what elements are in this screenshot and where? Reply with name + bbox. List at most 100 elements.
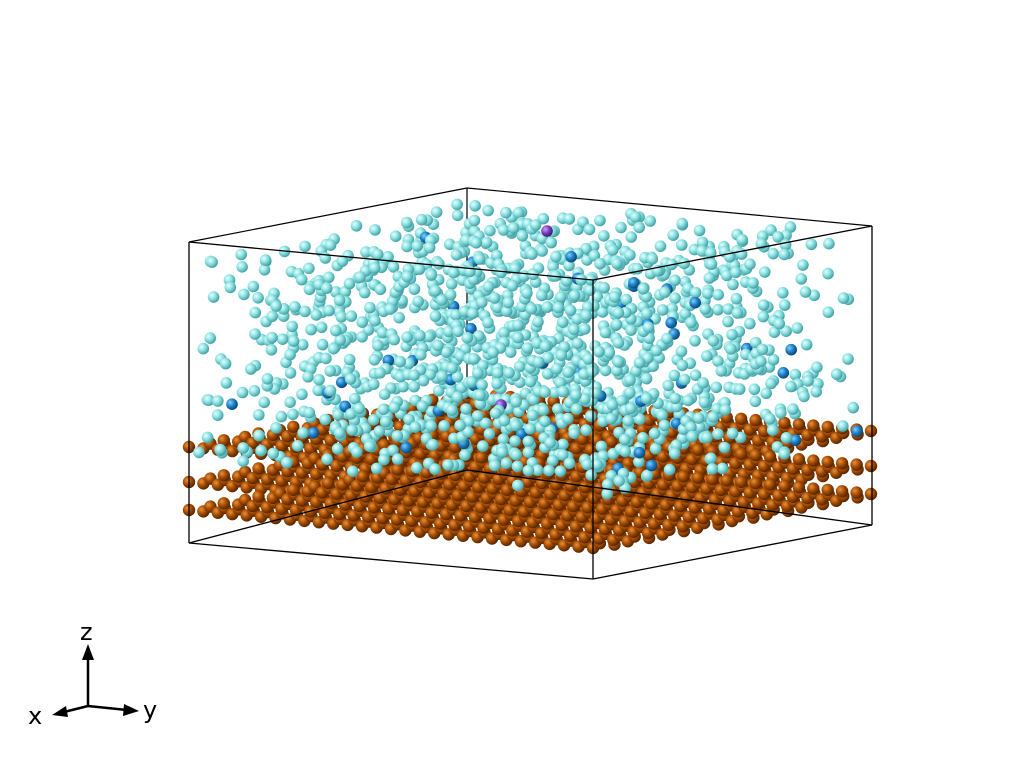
liquid-atom [509,435,521,447]
liquid-atom [584,284,596,297]
liquid-atom [698,396,711,409]
liquid-atom [438,420,450,432]
liquid-atom [513,360,526,373]
liquid-atom [537,404,550,416]
liquid-atom [522,435,535,448]
substrate-atom [321,476,335,490]
liquid-atom [733,383,746,395]
liquid-atom [612,307,625,319]
liquid-atom [768,326,781,339]
liquid-atom [324,239,337,251]
liquid-atom [789,368,802,381]
liquid-atom [585,469,597,481]
liquid-atom [842,353,854,365]
liquid-atom [409,421,422,434]
liquid-atom [702,287,714,300]
liquid-atom [487,346,499,359]
liquid-atom [678,257,690,270]
liquid-atom [778,447,791,460]
liquid-atom [778,248,791,261]
liquid-atom [320,352,332,365]
substrate-atom [778,479,791,493]
liquid-atom [299,240,311,253]
substrate-atom [287,483,300,496]
substrate-atom [850,486,863,499]
liquid-atom [206,256,218,268]
liquid-atom [476,379,488,391]
liquid-atom [541,301,554,313]
liquid-atom [591,458,603,471]
liquid-atom [324,384,337,397]
liquid-atom [526,248,538,260]
liquid-atom [644,215,656,227]
liquid-atom [472,367,484,379]
liquid-atom [451,391,464,403]
liquid-atom [522,446,535,459]
liquid-atom [686,430,698,443]
liquid-atom [237,442,249,454]
liquid-atom [372,339,384,352]
liquid-atom [219,357,232,370]
liquid-atom [557,385,569,398]
liquid-atom [787,403,799,415]
liquid-atom [354,271,366,283]
liquid-atom [707,411,719,423]
liquid-atom [500,457,513,470]
solute-atom [633,446,646,459]
liquid-atom [650,344,663,357]
liquid-atom [450,249,463,261]
liquid-atom [800,338,813,351]
liquid-atom [512,479,524,492]
liquid-atom [303,262,315,275]
liquid-atom-cloud [193,198,863,500]
liquid-atom [491,367,504,379]
liquid-atom [500,305,513,317]
liquid-atom [760,387,772,400]
liquid-atom [470,237,483,249]
liquid-atom [436,370,449,382]
liquid-atom [557,449,569,461]
liquid-atom [707,335,720,347]
liquid-atom [335,311,348,323]
liquid-atom [563,213,576,225]
liquid-atom [701,350,713,362]
liquid-atom [343,277,356,290]
liquid-atom [521,342,534,354]
liquid-atom [416,400,429,413]
liquid-atom [270,300,282,312]
substrate-atom [850,458,863,471]
substrate-atom [217,469,230,482]
solute-atom [400,441,413,454]
liquid-atom [401,240,413,253]
liquid-atom [292,440,304,452]
liquid-atom [484,224,496,237]
liquid-atom [529,219,542,231]
liquid-atom [482,280,495,293]
liquid-atom [369,224,381,236]
liquid-atom [303,283,316,296]
liquid-atom [545,236,557,249]
liquid-atom [642,321,655,334]
liquid-atom [571,337,584,350]
liquid-atom [594,214,606,227]
liquid-atom [612,356,624,368]
liquid-atom [705,258,718,270]
liquid-atom [488,459,501,472]
liquid-atom [303,406,316,419]
liquid-atom [451,371,464,383]
liquid-atom [305,323,317,336]
liquid-atom [336,255,349,267]
substrate-atom [864,459,878,473]
liquid-atom [479,417,492,430]
liquid-atom [387,444,399,457]
solute-atom [785,343,797,356]
liquid-atom [367,378,380,390]
liquid-atom [679,308,691,320]
substrate-atom [706,472,719,486]
liquid-atom [594,257,606,270]
liquid-atom [415,349,427,361]
liquid-atom [722,315,734,328]
liquid-atom [625,402,637,415]
liquid-atom [483,428,496,440]
